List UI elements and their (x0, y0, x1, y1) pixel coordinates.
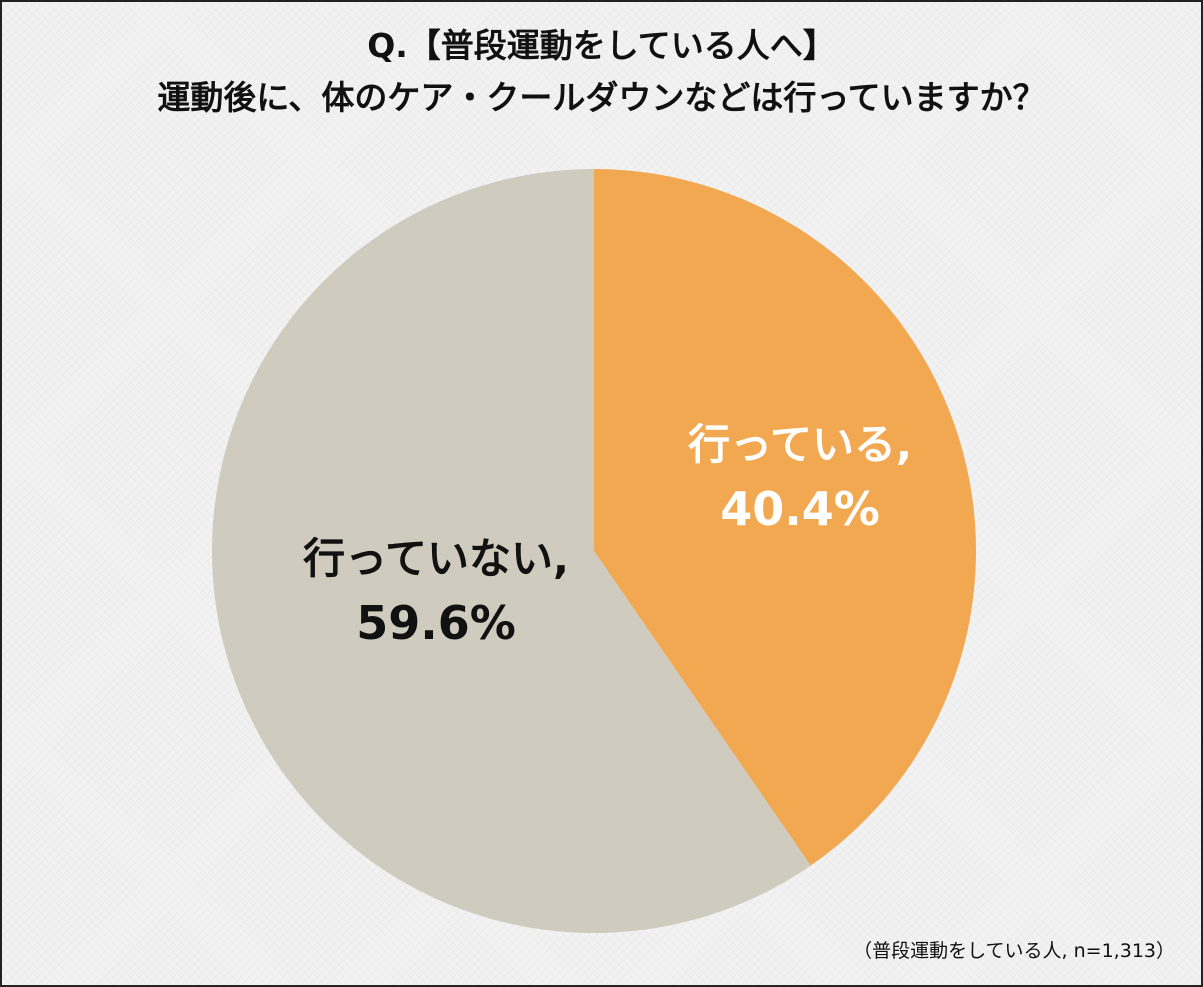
pie-slice-2 (212, 169, 811, 933)
pie-slice-2-value: 59.6% (356, 596, 516, 650)
pie-slice-1 (594, 169, 977, 866)
pie-slice-2-label: 行っていない, (303, 534, 569, 583)
chart-title-line-1: Q.【普段運動をしている人へ】 (367, 26, 836, 65)
sample-note: （普段運動をしている人, n=1,313） (853, 940, 1175, 962)
pie-labels: 行っている, 40.4% 行っていない, 59.6% (303, 420, 912, 650)
pie-slice-1-label: 行っている, (688, 420, 912, 469)
pie-slices (212, 169, 977, 933)
chart-title-line-2: 運動後に、体のケア・クールダウンなどは行っていますか？ (157, 78, 1046, 117)
chart-title: Q.【普段運動をしている人へ】 運動後に、体のケア・クールダウンなどは行っていま… (2, 20, 1201, 124)
pie-slice-1-value: 40.4% (720, 482, 880, 536)
